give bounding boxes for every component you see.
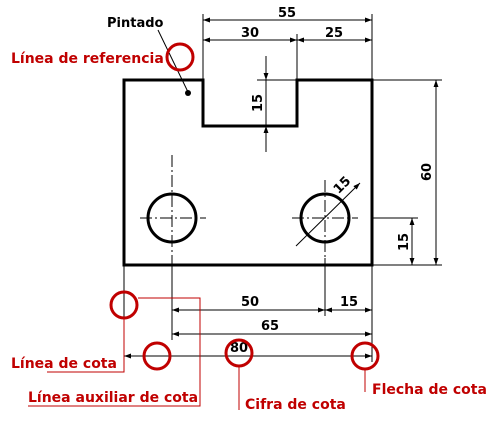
- label-flecha-cota: Flecha de cota: [372, 382, 487, 398]
- dim-30: 30: [241, 26, 259, 41]
- label-linea-cota: Línea de cota: [11, 356, 117, 372]
- circle-linea-referencia: [165, 42, 195, 72]
- pintado-leader: [157, 29, 189, 93]
- annotation-leaders: [28, 297, 366, 410]
- label-linea-referencia: Línea de referencia: [11, 51, 164, 67]
- pintado-dot: [185, 90, 191, 96]
- part-outline: [122, 78, 374, 267]
- dim-55: 55: [278, 6, 296, 21]
- dim-25: 25: [325, 26, 343, 41]
- label-pintado: Pintado: [107, 16, 164, 31]
- dim-60: 60: [420, 163, 435, 181]
- dim-80: 80: [230, 341, 248, 356]
- dim-15-diameter: 15: [331, 174, 354, 197]
- circle-linea-cota: [142, 341, 172, 371]
- dim-15-bottom: 15: [340, 295, 358, 310]
- dim-15-slot: 15: [251, 94, 266, 112]
- dim-65: 65: [261, 319, 279, 334]
- dim-50: 50: [241, 295, 259, 310]
- label-cifra-cota: Cifra de cota: [245, 397, 346, 413]
- dimension-lines: [124, 17, 439, 359]
- label-linea-auxiliar: Línea auxiliar de cota: [28, 390, 198, 406]
- dim-15-hole-height: 15: [397, 233, 412, 251]
- center-lines: [140, 155, 358, 258]
